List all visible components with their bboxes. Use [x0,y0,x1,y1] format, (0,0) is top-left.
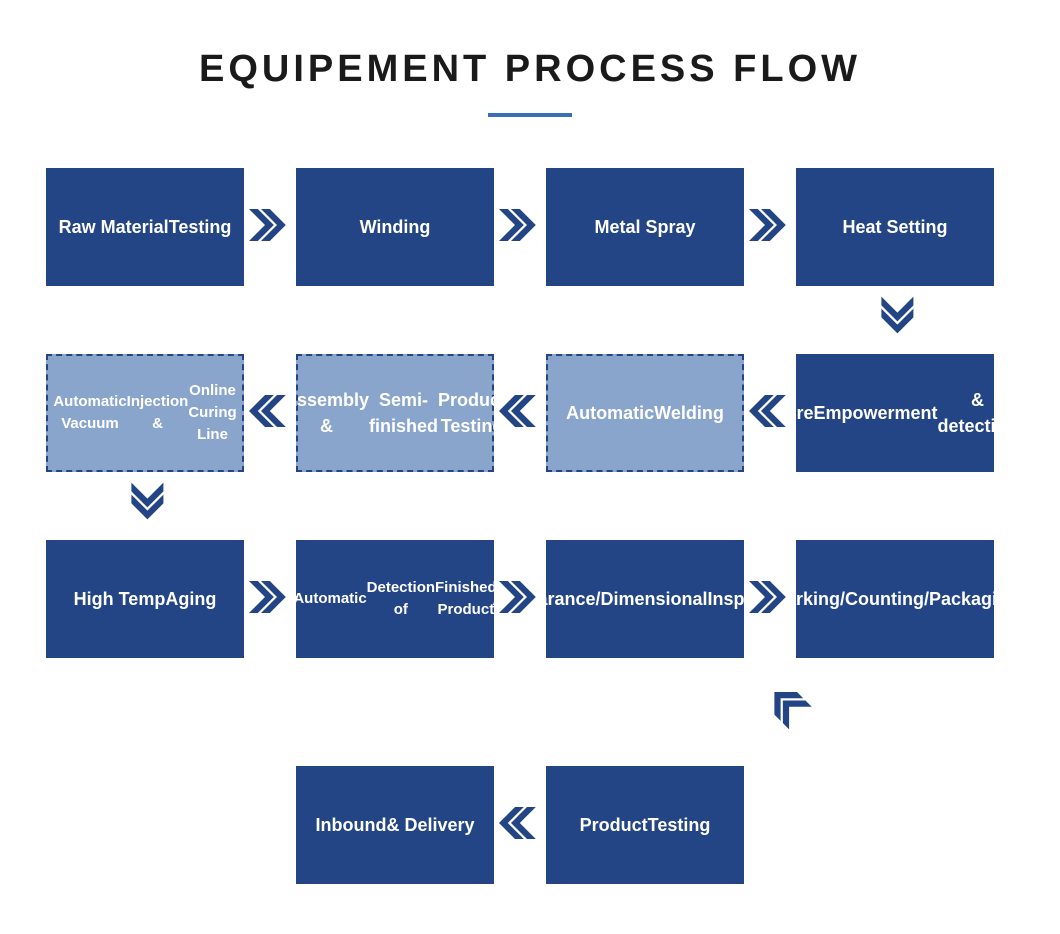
flow-arrow-n2-n3 [498,208,537,242]
flow-arrow-n3-n4 [748,208,787,242]
flow-arrow-n6-n7 [498,394,537,428]
flow-node-n3: Metal Spray [546,168,744,286]
flowchart-canvas: Raw MaterialTesting Winding Metal Spray Hea… [0,0,1060,934]
flow-arrow-n1-n2 [248,208,287,242]
flow-node-n8: Automatic VacuumInjection &Online Curing… [46,354,244,472]
flow-arrow-n10-n11 [498,580,537,614]
flow-arrow-n7-n8 [248,394,287,428]
flow-node-n12: Marking/Counting/Packaging [796,540,994,658]
flow-arrow-n4-n5 [878,298,917,332]
flow-node-n4: Heat Setting [796,168,994,286]
flow-arrow-n11-n12 [748,580,787,614]
flow-node-n7: Assembly &Semi-finishedProduct Testing [296,354,494,472]
flow-arrow-n8-n9 [128,484,167,518]
flow-node-n5: CoreEmpowerment& detection [796,354,994,472]
flow-node-n2: Winding [296,168,494,286]
flow-arrow-n12-n13 [768,688,807,722]
flow-arrow-n5-n6 [748,394,787,428]
flow-node-n14: Inbound& Delivery [296,766,494,884]
flow-node-n1: Raw MaterialTesting [46,168,244,286]
flow-node-n9: High TempAging [46,540,244,658]
flow-node-n6: AutomaticWelding [546,354,744,472]
flow-node-n11: Appearance/DimensionalInspection [546,540,744,658]
flow-node-n13: ProductTesting [546,766,744,884]
flow-arrow-n13-n14 [498,806,537,840]
flow-node-n10: AutomaticDetection ofFinished Product [296,540,494,658]
flow-arrow-n9-n10 [248,580,287,614]
